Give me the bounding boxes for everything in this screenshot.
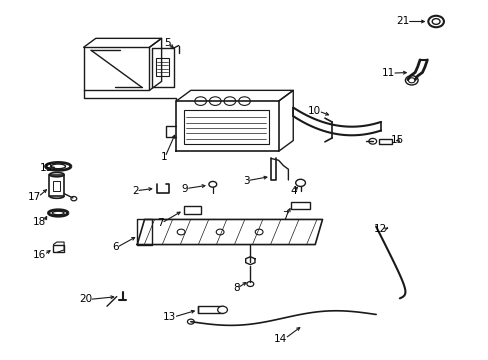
Bar <box>156 58 169 76</box>
Circle shape <box>255 229 263 235</box>
Bar <box>53 244 64 252</box>
Text: 17: 17 <box>27 192 41 202</box>
Text: 8: 8 <box>232 283 239 293</box>
Circle shape <box>209 97 221 105</box>
Text: 15: 15 <box>390 135 404 145</box>
Circle shape <box>427 16 443 27</box>
Bar <box>183 110 268 144</box>
Text: 10: 10 <box>307 106 321 116</box>
Text: 2: 2 <box>132 186 139 196</box>
Bar <box>49 175 64 196</box>
Text: 11: 11 <box>381 68 394 78</box>
Text: 4: 4 <box>289 186 296 196</box>
Circle shape <box>368 138 376 144</box>
Text: 13: 13 <box>163 312 176 322</box>
Text: 19: 19 <box>40 163 53 173</box>
Circle shape <box>246 282 253 287</box>
Circle shape <box>208 181 216 187</box>
Bar <box>183 206 200 214</box>
Text: 16: 16 <box>33 249 46 260</box>
Text: 7: 7 <box>282 211 288 221</box>
Circle shape <box>216 229 224 235</box>
Text: 9: 9 <box>182 184 188 194</box>
Bar <box>53 181 60 192</box>
Text: 3: 3 <box>242 176 249 186</box>
Circle shape <box>71 197 77 201</box>
Circle shape <box>194 97 206 105</box>
Bar <box>290 202 310 210</box>
Text: 6: 6 <box>112 242 119 252</box>
Circle shape <box>295 179 305 186</box>
Circle shape <box>217 306 227 314</box>
Circle shape <box>405 76 417 85</box>
Circle shape <box>238 97 250 105</box>
Circle shape <box>224 97 235 105</box>
Text: 21: 21 <box>395 17 408 27</box>
Text: 1: 1 <box>161 152 167 162</box>
Text: 12: 12 <box>373 224 386 234</box>
Circle shape <box>187 319 194 324</box>
Text: 20: 20 <box>79 294 92 305</box>
Text: 18: 18 <box>33 217 46 227</box>
Circle shape <box>177 229 184 235</box>
Circle shape <box>407 78 414 83</box>
Bar <box>378 139 391 144</box>
Text: 7: 7 <box>157 218 163 228</box>
Text: 5: 5 <box>163 38 170 48</box>
Text: 14: 14 <box>274 333 287 343</box>
Bar <box>198 306 222 314</box>
Circle shape <box>431 19 439 24</box>
